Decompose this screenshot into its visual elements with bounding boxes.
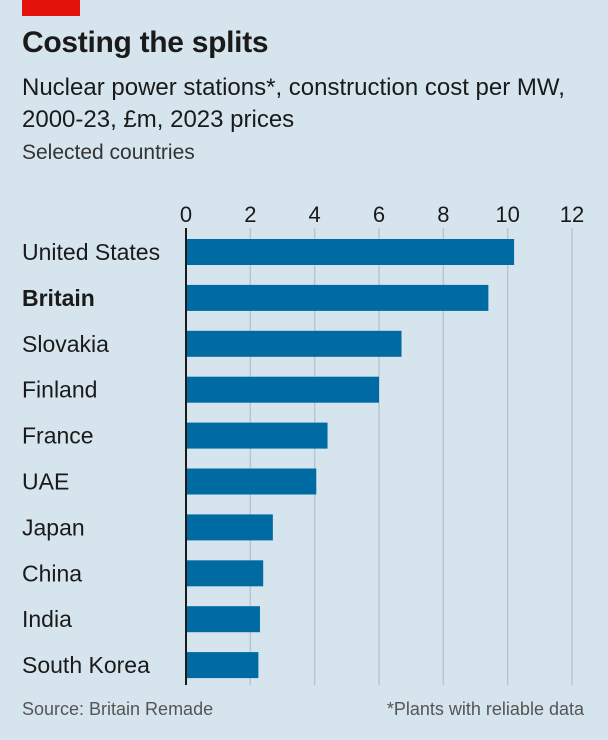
x-tick-label: 2 — [244, 202, 256, 227]
bar-united-states — [186, 239, 515, 265]
category-label: South Korea — [22, 652, 150, 678]
bar-britain — [186, 284, 489, 311]
x-tick-label: 12 — [560, 202, 584, 227]
category-label: Finland — [22, 377, 97, 403]
x-tick-label: 6 — [373, 202, 385, 227]
category-label: China — [22, 560, 82, 586]
category-label: India — [22, 606, 72, 632]
bars — [186, 239, 515, 679]
bar-china — [186, 560, 264, 587]
bar-slovakia — [186, 330, 402, 357]
x-tick-label: 0 — [180, 202, 192, 227]
x-tick-label: 8 — [437, 202, 449, 227]
brand-accent-tab — [22, 0, 80, 16]
chart-title: Costing the splits — [22, 26, 269, 59]
chart-subtitle: Nuclear power stations*, construction co… — [22, 74, 565, 133]
category-label: Britain — [22, 285, 95, 311]
bar-france — [186, 422, 328, 449]
category-label: France — [22, 423, 94, 449]
category-label: Slovakia — [22, 331, 109, 357]
bar-finland — [186, 376, 379, 403]
source-note: Source: Britain Remade — [22, 699, 214, 719]
bar-japan — [186, 514, 273, 541]
category-label: UAE — [22, 469, 69, 495]
bar-uae — [186, 468, 317, 495]
x-tick-labels: 0 2 4 6 8 10 12 — [180, 202, 584, 227]
category-labels: United States Britain Slovakia Finland Franc… — [22, 239, 160, 678]
chart-subsubtitle: Selected countries — [22, 141, 195, 164]
x-tick-label: 4 — [309, 202, 321, 227]
category-label: Japan — [22, 514, 85, 540]
bar-india — [186, 606, 260, 633]
x-tick-label: 10 — [495, 202, 519, 227]
bar-chart: 0 2 4 6 8 10 12 United States Britain Slovakia Fi… — [22, 202, 584, 685]
category-label: United States — [22, 239, 160, 265]
footnote: *Plants with reliable data — [386, 699, 584, 719]
bar-south-korea — [186, 652, 259, 679]
